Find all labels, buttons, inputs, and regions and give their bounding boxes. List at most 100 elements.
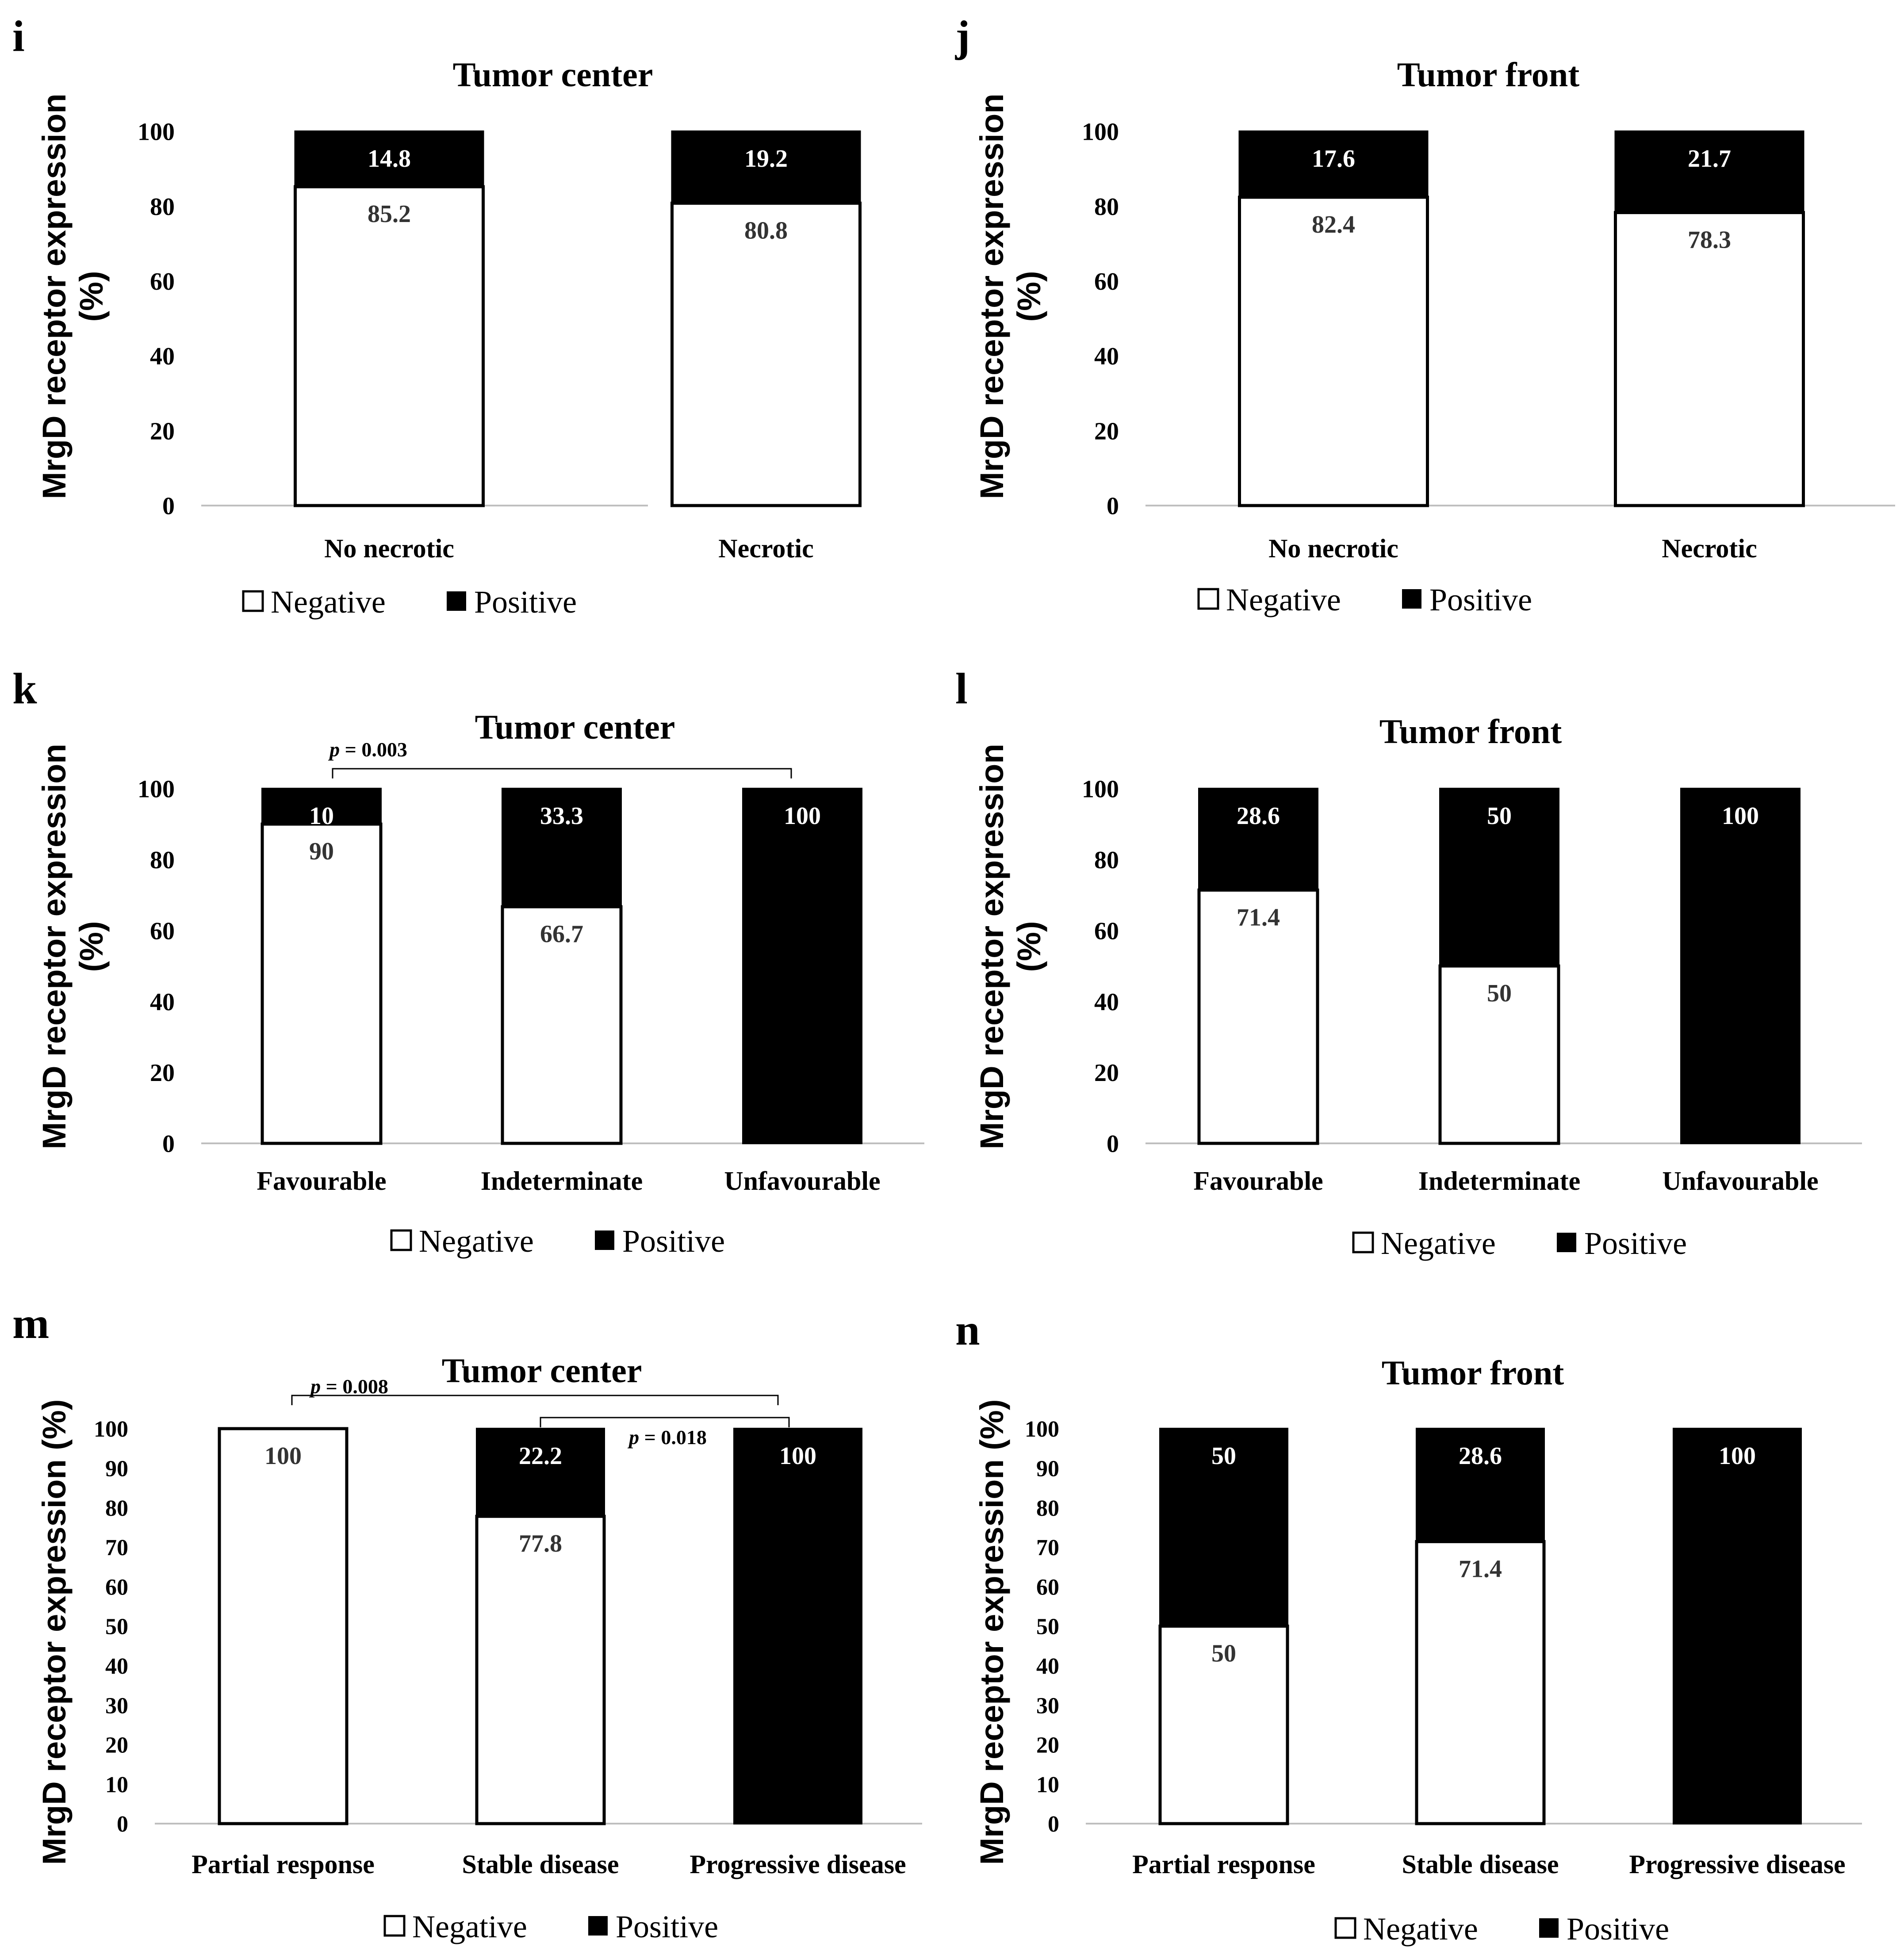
bar-positive	[1198, 788, 1318, 891]
legend: Negative Positive	[390, 1223, 725, 1259]
p-value-label: p = 0.008	[309, 1375, 388, 1398]
legend: Negative Positive	[1197, 582, 1532, 617]
y-tick-label: 80	[105, 1496, 128, 1521]
legend-label-positive: Positive	[1584, 1226, 1687, 1261]
x-category-label: Indeterminate	[481, 1166, 643, 1196]
panel-k: k Tumor center MrgD receptor expression (%)…	[12, 664, 924, 1259]
y-axis-label: MrgD receptor expression (%)	[36, 1399, 73, 1865]
x-category-label: Partial response	[1132, 1850, 1315, 1879]
panel-letter: l	[955, 664, 968, 713]
x-category-label: Unfavourable	[724, 1166, 880, 1196]
y-tick-label: 40	[1094, 343, 1119, 370]
bar-negative	[501, 905, 623, 1145]
y-tick-label: 80	[150, 193, 175, 221]
y-tick-label: 0	[117, 1812, 128, 1837]
significance-bracket	[291, 1395, 779, 1405]
x-category-label: Progressive disease	[690, 1850, 906, 1879]
x-category-label: Partial response	[192, 1850, 375, 1879]
legend: Negative Positive	[1334, 1911, 1669, 1947]
chart-title: Tumor front	[1379, 712, 1562, 751]
data-label-positive: 50	[1487, 802, 1512, 830]
chart-title: Tumor center	[475, 708, 675, 746]
x-category-label: Necrotic	[1662, 534, 1757, 563]
y-tick-label: 100	[1082, 119, 1119, 146]
y-tick-label: 100	[1025, 1417, 1059, 1442]
p-value-label: p = 0.018	[627, 1426, 707, 1449]
bar-positive	[671, 130, 861, 204]
bar-positive	[1416, 1428, 1545, 1543]
y-tick-label: 100	[138, 119, 175, 146]
bar-positive	[742, 788, 862, 1144]
legend-label-positive: Positive	[1429, 582, 1532, 617]
data-label-positive: 100	[779, 1442, 816, 1470]
legend-swatch-negative	[1197, 588, 1219, 610]
legend-swatch-positive	[447, 591, 466, 611]
y-axis-label-unit: (%)	[1011, 271, 1047, 322]
y-tick-label: 30	[1036, 1693, 1059, 1718]
y-tick-label: 60	[1094, 917, 1119, 945]
legend-swatch-positive	[1402, 589, 1421, 609]
y-axis-label: MrgD receptor expression	[36, 744, 73, 1149]
data-label-negative: 71.4	[1237, 904, 1280, 931]
y-axis-label-unit: (%)	[1011, 921, 1047, 972]
y-tick-label: 40	[1094, 989, 1119, 1016]
bar-positive	[261, 788, 382, 825]
data-label-positive: 33.3	[540, 802, 583, 830]
x-category-label: Indeterminate	[1418, 1166, 1581, 1196]
legend-label-negative: Negative	[1381, 1226, 1496, 1261]
bar-positive	[1439, 788, 1559, 967]
data-label-negative: 71.4	[1459, 1555, 1502, 1583]
bar-negative	[1197, 888, 1319, 1145]
bar-negative	[1238, 195, 1429, 507]
panel-l: l Tumor front MrgD receptor expression (%) 0…	[955, 664, 1862, 1261]
legend-label-positive: Positive	[622, 1223, 725, 1259]
panel-j: j Tumor front MrgD receptor expression (%) 0…	[955, 11, 1895, 617]
bar-positive	[1673, 1428, 1802, 1825]
chart-title: Tumor front	[1397, 55, 1579, 94]
bar-negative	[294, 185, 485, 507]
panel-letter: n	[955, 1305, 980, 1354]
y-tick-label: 70	[105, 1535, 128, 1560]
panel-letter: j	[955, 11, 970, 61]
legend-swatch-positive	[1539, 1918, 1559, 1938]
chart-title: Tumor center	[442, 1351, 642, 1390]
legend-label-negative: Negative	[271, 584, 386, 620]
x-category-label: Unfavourable	[1662, 1166, 1818, 1196]
y-tick-label: 20	[105, 1733, 128, 1758]
y-tick-label: 0	[162, 1131, 175, 1158]
y-tick-label: 100	[138, 776, 175, 803]
y-tick-label: 40	[1036, 1654, 1059, 1679]
bar-negative	[475, 1514, 606, 1825]
y-tick-label: 60	[1036, 1575, 1059, 1600]
legend-swatch-positive	[595, 1230, 614, 1250]
data-label-positive: 21.7	[1688, 145, 1731, 172]
data-label-negative: 80.8	[744, 217, 788, 244]
p-value-label: p = 0.003	[328, 738, 407, 761]
legend-label-positive: Positive	[474, 584, 577, 620]
data-label-positive: 100	[1722, 802, 1759, 830]
y-tick-label: 60	[150, 268, 175, 295]
y-tick-label: 40	[150, 343, 175, 370]
legend: Negative Positive	[1352, 1226, 1687, 1261]
bar-positive	[476, 1428, 605, 1518]
bar-negative	[1415, 1540, 1546, 1825]
chart-title: Tumor center	[453, 55, 653, 94]
data-label-negative: 82.4	[1312, 211, 1355, 238]
bar-positive	[1159, 1428, 1288, 1627]
panel-letter: i	[12, 11, 25, 61]
legend: Negative Positive	[242, 584, 577, 620]
y-axis-label: MrgD receptor expression (%)	[973, 1399, 1010, 1865]
panel-i: i Tumor center MrgD receptor expression (%)…	[12, 11, 862, 620]
data-label-negative: 100	[264, 1442, 302, 1470]
x-category-label: Stable disease	[462, 1850, 619, 1879]
data-label-positive: 50	[1211, 1442, 1236, 1470]
y-tick-label: 40	[150, 989, 175, 1016]
significance-bracket	[540, 1417, 790, 1427]
bar-positive	[733, 1428, 862, 1825]
y-tick-label: 20	[1094, 418, 1119, 445]
y-tick-label: 10	[1036, 1772, 1059, 1798]
y-tick-label: 20	[150, 418, 175, 445]
data-label-negative: 66.7	[540, 920, 583, 948]
bar-positive	[1680, 788, 1801, 1144]
